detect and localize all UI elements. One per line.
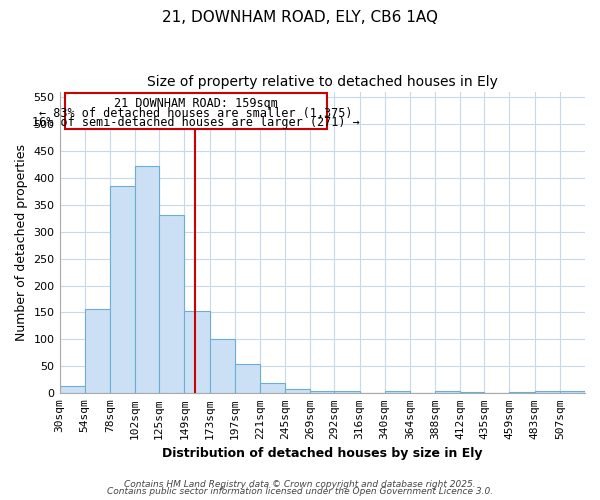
Bar [209, 339, 235, 394]
Bar [260, 383, 285, 394]
Bar [85, 308, 110, 394]
Text: ← 83% of detached houses are smaller (1,375): ← 83% of detached houses are smaller (1,… [39, 106, 353, 120]
Title: Size of property relative to detached houses in Ely: Size of property relative to detached ho… [147, 75, 498, 89]
Bar [435, 391, 460, 394]
Bar [460, 392, 484, 394]
Bar [184, 312, 209, 394]
Bar [135, 166, 159, 394]
Bar [535, 390, 560, 394]
Text: 21 DOWNHAM ROAD: 159sqm: 21 DOWNHAM ROAD: 159sqm [114, 97, 278, 110]
Bar [560, 390, 585, 394]
Bar [334, 390, 359, 394]
Text: Contains HM Land Registry data © Crown copyright and database right 2025.: Contains HM Land Registry data © Crown c… [124, 480, 476, 489]
Bar [385, 391, 410, 394]
Bar [159, 216, 184, 394]
Text: 16% of semi-detached houses are larger (271) →: 16% of semi-detached houses are larger (… [32, 116, 360, 130]
Bar [235, 364, 260, 394]
FancyBboxPatch shape [65, 93, 327, 130]
Bar [310, 390, 334, 394]
Y-axis label: Number of detached properties: Number of detached properties [15, 144, 28, 341]
X-axis label: Distribution of detached houses by size in Ely: Distribution of detached houses by size … [162, 447, 482, 460]
Text: Contains public sector information licensed under the Open Government Licence 3.: Contains public sector information licen… [107, 487, 493, 496]
Bar [110, 186, 135, 394]
Bar [509, 392, 535, 394]
Text: 21, DOWNHAM ROAD, ELY, CB6 1AQ: 21, DOWNHAM ROAD, ELY, CB6 1AQ [162, 10, 438, 25]
Bar [285, 389, 310, 394]
Bar [59, 386, 85, 394]
